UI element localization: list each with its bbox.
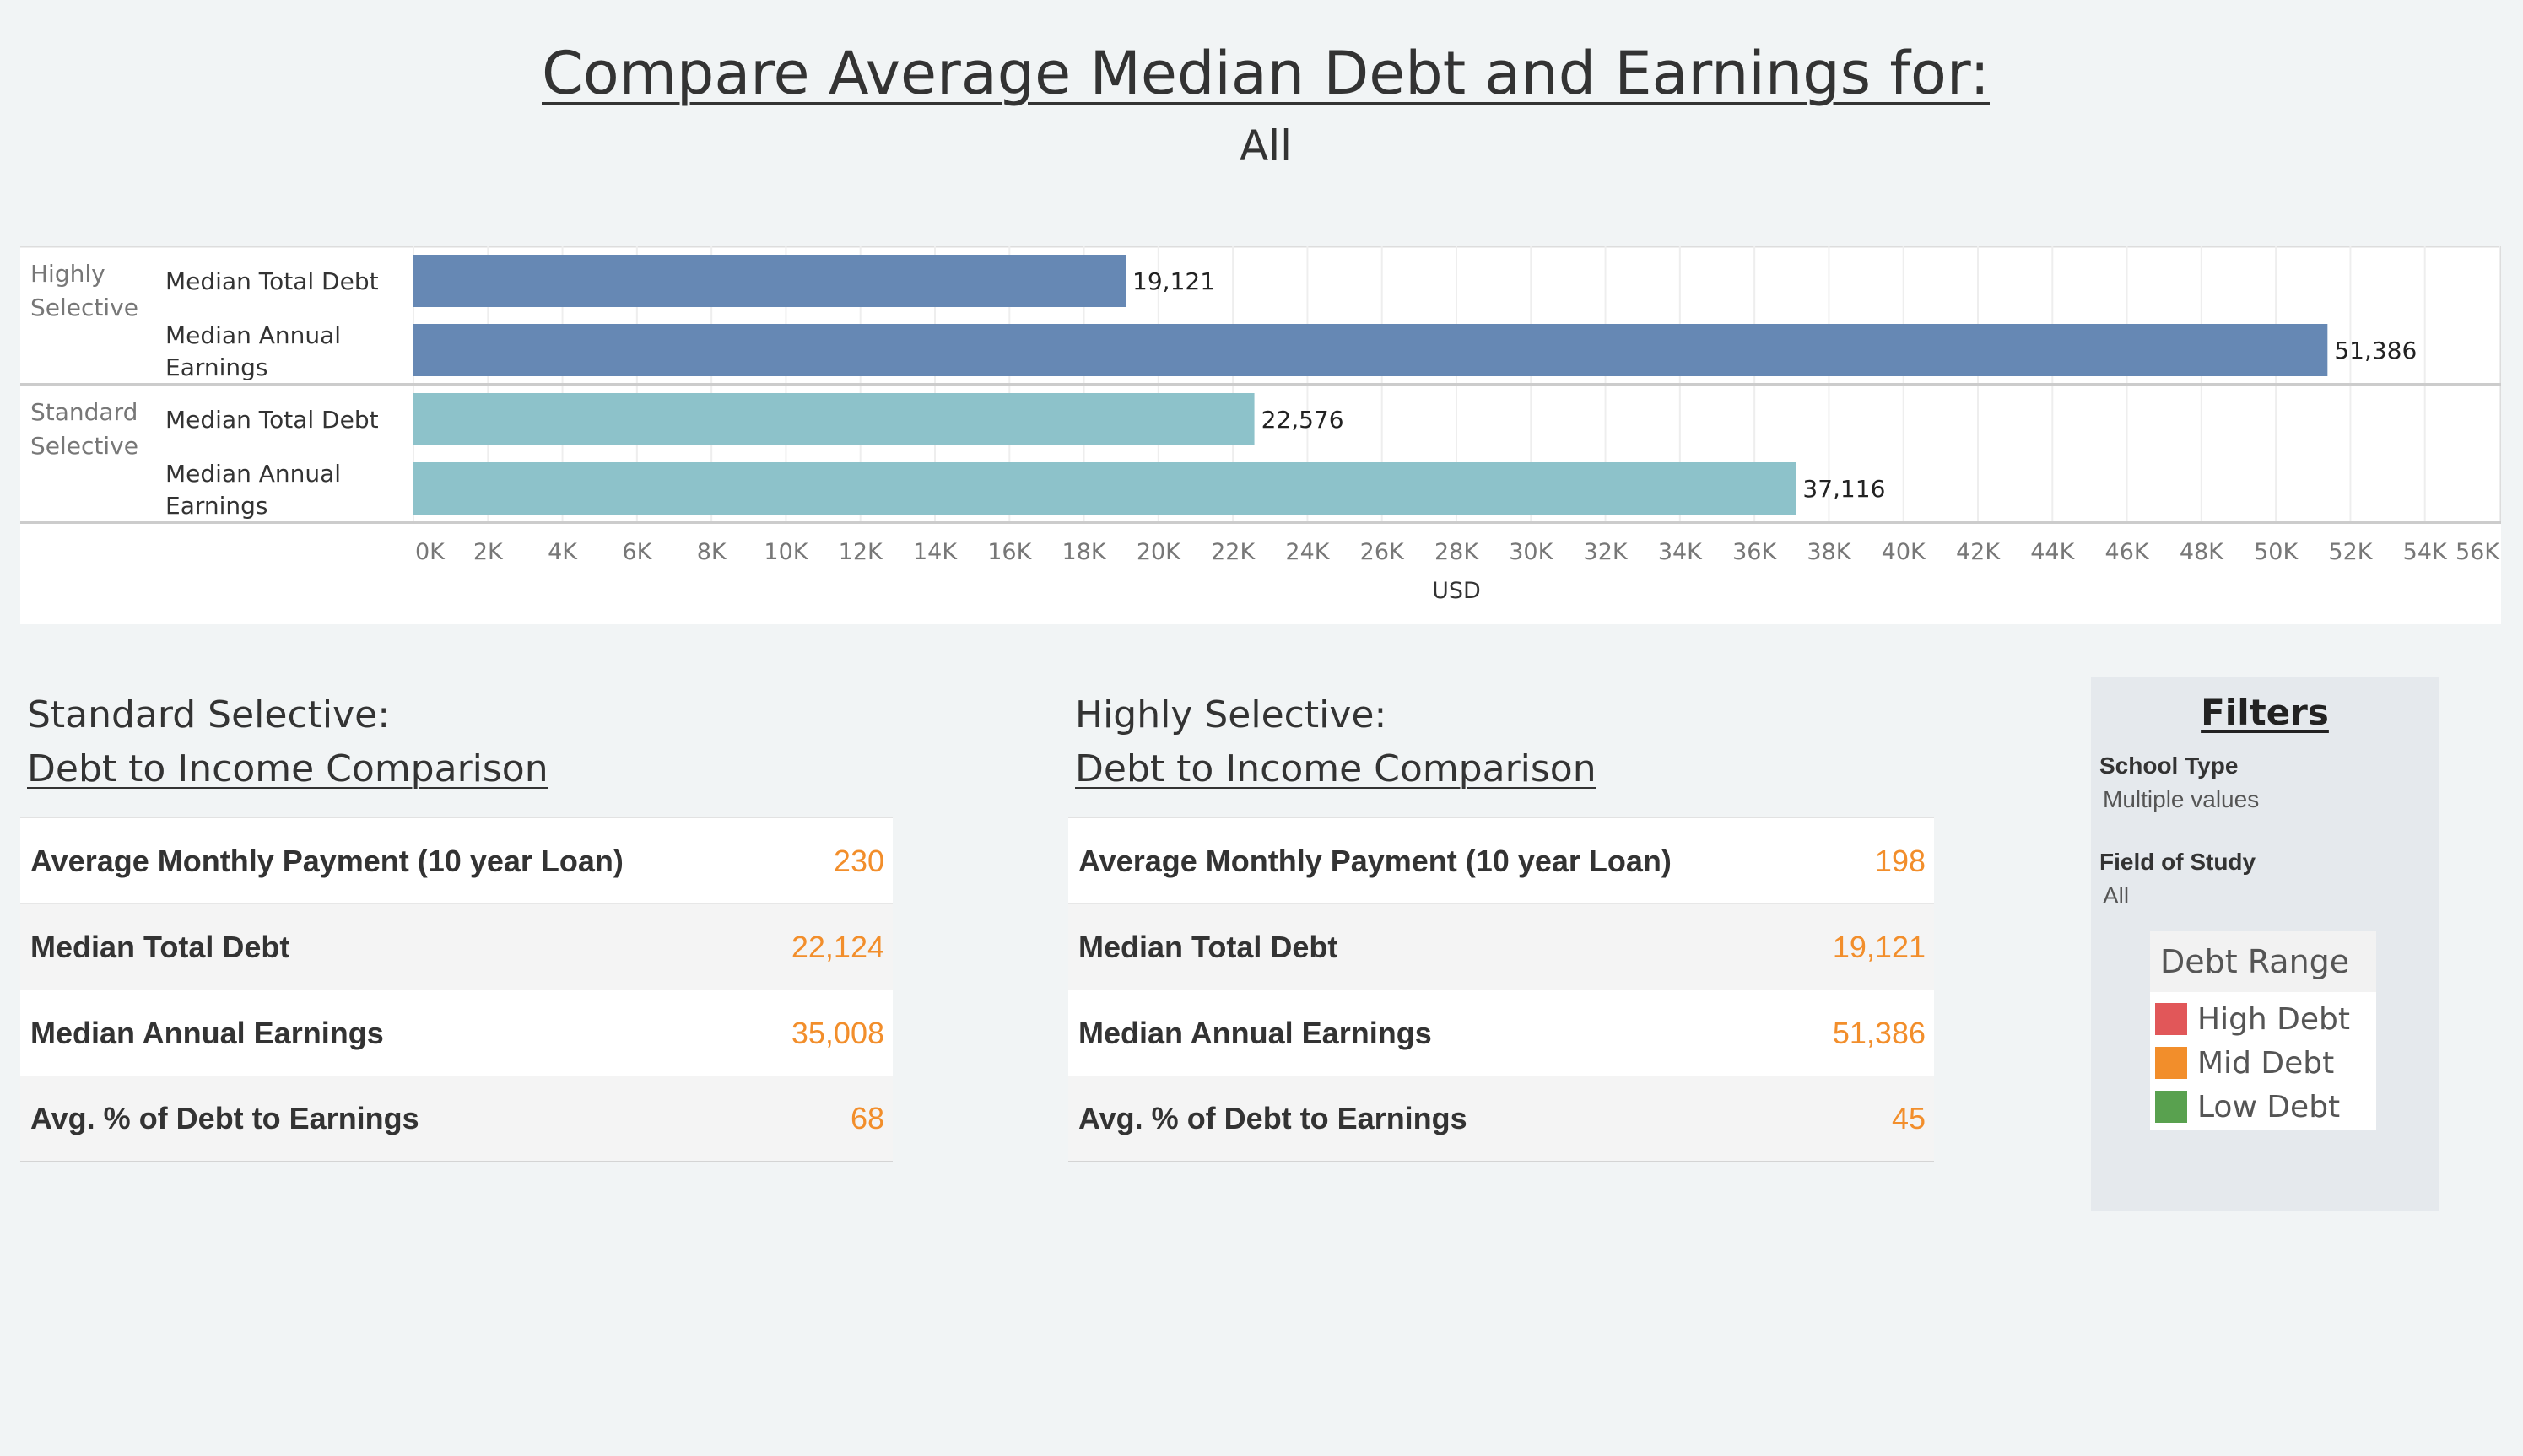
- bar-category-label: Median Total Debt: [165, 267, 379, 295]
- x-tick-label: 50K: [2254, 539, 2299, 565]
- x-tick-label: 4K: [548, 539, 578, 565]
- group-label: Standard: [30, 398, 138, 426]
- stat-value: 198: [1874, 843, 1926, 878]
- stat-label: Median Total Debt: [1078, 929, 1338, 964]
- x-tick-label: 0K: [415, 539, 446, 565]
- highly-section-subtitle: Debt to Income Comparison: [1075, 747, 1596, 790]
- x-tick-label: 2K: [473, 539, 504, 565]
- stat-value: 19,121: [1832, 929, 1926, 964]
- table-row: Average Monthly Payment (10 year Loan) 2…: [20, 818, 893, 904]
- standard-section-title: Standard Selective:: [27, 693, 391, 736]
- legend-swatch: [2155, 1091, 2187, 1123]
- x-tick-label: 48K: [2180, 539, 2224, 565]
- table-row: Median Total Debt 19,121: [1068, 904, 1934, 990]
- x-tick-label: 34K: [1658, 539, 1703, 565]
- group-label: Selective: [30, 294, 138, 321]
- table-row: Avg. % of Debt to Earnings 68: [20, 1076, 893, 1162]
- stat-value: 22,124: [791, 929, 884, 964]
- data-label: 19,121: [1132, 267, 1215, 295]
- x-tick-label: 32K: [1584, 539, 1629, 565]
- x-axis-title: USD: [1432, 578, 1481, 604]
- highly-section-title: Highly Selective:: [1075, 693, 1387, 736]
- filters-panel: Filters School Type Multiple values Fiel…: [2091, 677, 2439, 1211]
- legend-label: Low Debt: [2197, 1089, 2341, 1124]
- x-tick-label: 20K: [1137, 539, 1181, 565]
- stat-value: 51,386: [1832, 1015, 1926, 1050]
- bar-chart-panel: Highly Selective Median Total Debt 19,121 Me…: [20, 246, 2501, 624]
- stat-value: 230: [833, 843, 884, 878]
- legend-swatch: [2155, 1047, 2187, 1079]
- stat-label: Median Annual Earnings: [1078, 1015, 1432, 1050]
- x-tick-label: 16K: [987, 539, 1032, 565]
- table-row: Median Annual Earnings 35,008: [20, 990, 893, 1076]
- legend-label: Mid Debt: [2197, 1045, 2335, 1081]
- x-tick-label: 46K: [2105, 539, 2150, 565]
- x-tick-label: 44K: [2030, 539, 2075, 565]
- legend-title: Debt Range: [2150, 931, 2376, 992]
- x-tick-label: 24K: [1285, 539, 1330, 565]
- table-row: Avg. % of Debt to Earnings 45: [1068, 1076, 1934, 1162]
- bar-chart: Highly Selective Median Total Debt 19,121 Me…: [20, 246, 2501, 604]
- bar-category-label: Median Annual: [165, 460, 341, 488]
- table-row: Median Total Debt 22,124: [20, 904, 893, 990]
- stat-label: Avg. % of Debt to Earnings: [1078, 1101, 1467, 1135]
- x-tick-label: 22K: [1211, 539, 1256, 565]
- x-tick-label: 52K: [2328, 539, 2373, 565]
- bar: [413, 393, 1255, 445]
- stat-label: Average Monthly Payment (10 year Loan): [1078, 843, 1672, 878]
- x-tick-label: 56K: [2455, 539, 2500, 565]
- bar-category-label: Earnings: [165, 492, 268, 520]
- data-label: 51,386: [2334, 337, 2417, 364]
- stat-label: Avg. % of Debt to Earnings: [30, 1101, 419, 1135]
- bar-category-label: Median Annual: [165, 321, 341, 349]
- filters-title: Filters: [2201, 692, 2329, 733]
- stat-value: 45: [1891, 1101, 1926, 1135]
- bar-category-label: Median Total Debt: [165, 406, 379, 434]
- debt-range-legend: Debt Range High Debt Mid Debt Low Debt: [2150, 931, 2376, 1130]
- stat-value: 35,008: [791, 1015, 884, 1050]
- x-tick-label: 26K: [1360, 539, 1405, 565]
- bar-category-label: Earnings: [165, 353, 268, 381]
- x-tick-label: 30K: [1509, 539, 1553, 565]
- stat-label: Average Monthly Payment (10 year Loan): [30, 843, 624, 878]
- field-of-study-filter[interactable]: All: [2103, 882, 2130, 909]
- legend-item-mid-debt[interactable]: Mid Debt: [2155, 1045, 2335, 1081]
- standard-section-subtitle: Debt to Income Comparison: [27, 747, 548, 790]
- bar: [413, 324, 2328, 376]
- x-tick-label: 6K: [622, 539, 652, 565]
- x-tick-label: 36K: [1732, 539, 1777, 565]
- stat-label: Median Total Debt: [30, 929, 290, 964]
- page-title: Compare Average Median Debt and Earnings…: [542, 39, 1990, 108]
- x-tick-label: 12K: [839, 539, 883, 565]
- legend-swatch: [2155, 1003, 2187, 1035]
- standard-stats-table: Average Monthly Payment (10 year Loan) 2…: [20, 817, 893, 1162]
- page-subtitle: All: [1240, 121, 1292, 170]
- legend-item-high-debt[interactable]: High Debt: [2155, 1001, 2351, 1037]
- group-label: Highly: [30, 260, 105, 288]
- x-tick-label: 42K: [1956, 539, 2001, 565]
- highly-stats-table: Average Monthly Payment (10 year Loan) 1…: [1068, 817, 1934, 1162]
- group-label: Selective: [30, 432, 138, 460]
- x-tick-label: 14K: [913, 539, 958, 565]
- legend-label: High Debt: [2197, 1001, 2351, 1037]
- table-row: Median Annual Earnings 51,386: [1068, 990, 1934, 1076]
- stat-label: Median Annual Earnings: [30, 1015, 384, 1050]
- x-tick-label: 54K: [2403, 539, 2448, 565]
- x-tick-label: 8K: [697, 539, 727, 565]
- bar: [413, 255, 1126, 307]
- data-label: 22,576: [1262, 406, 1344, 434]
- x-tick-label: 10K: [764, 539, 808, 565]
- x-tick-label: 28K: [1434, 539, 1479, 565]
- field-of-study-label: Field of Study: [2099, 849, 2256, 875]
- table-row: Average Monthly Payment (10 year Loan) 1…: [1068, 818, 1934, 904]
- legend-item-low-debt[interactable]: Low Debt: [2155, 1090, 2340, 1124]
- bar: [413, 462, 1796, 515]
- x-tick-label: 18K: [1062, 539, 1107, 565]
- school-type-label: School Type: [2099, 752, 2239, 779]
- x-tick-label: 40K: [1882, 539, 1926, 565]
- x-tick-label: 38K: [1807, 539, 1851, 565]
- stat-value: 68: [850, 1101, 884, 1135]
- school-type-filter[interactable]: Multiple values: [2103, 786, 2260, 812]
- data-label: 37,116: [1802, 475, 1885, 503]
